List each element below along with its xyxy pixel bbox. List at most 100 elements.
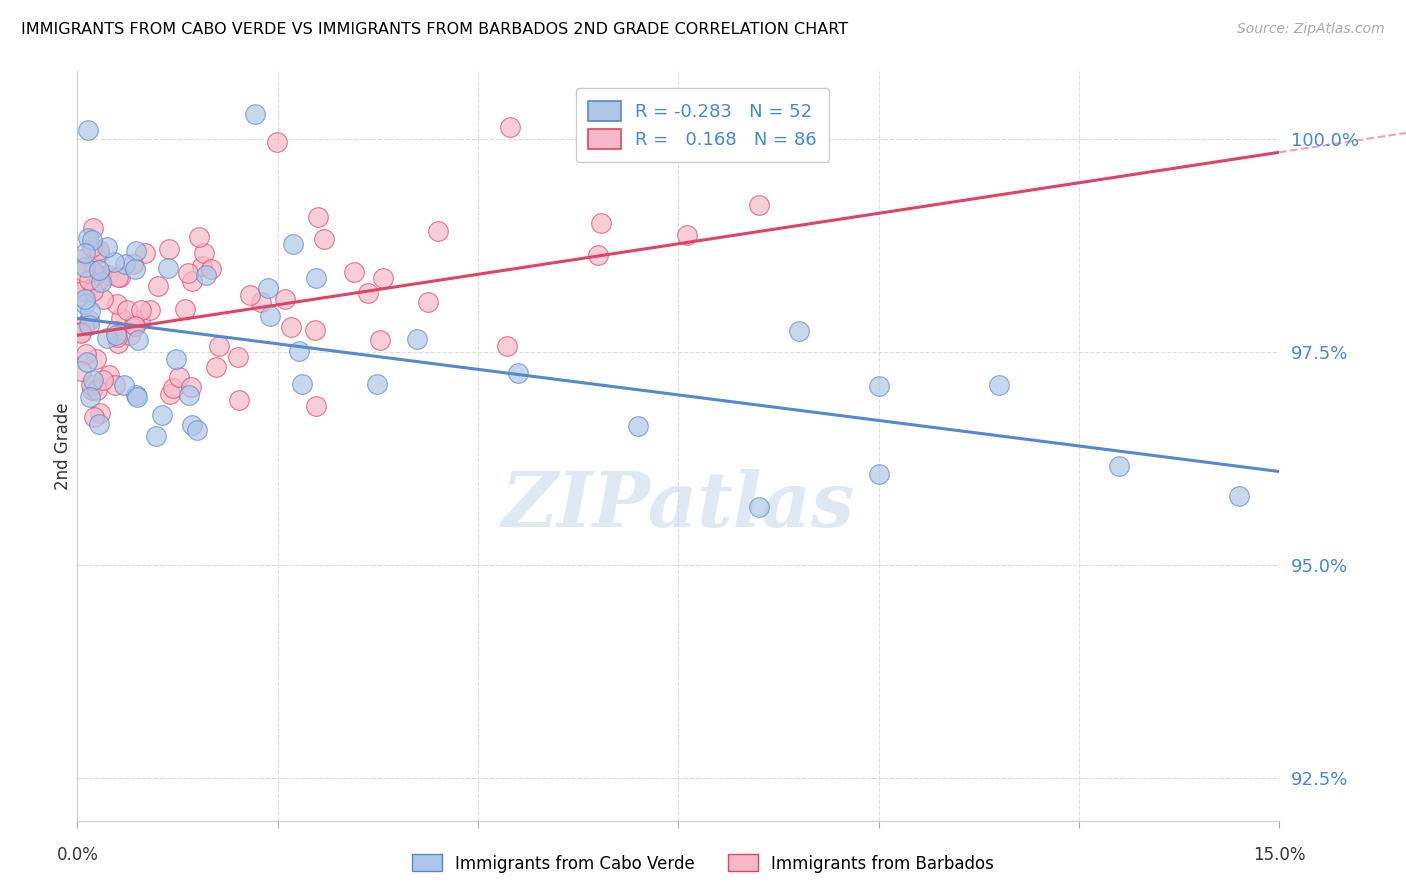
Point [589,216,612,230]
Point [226,350,249,364]
Text: Source: ZipAtlas.com: Source: ZipAtlas.com [1237,22,1385,37]
Point [675,227,697,242]
Point [75,297,97,311]
Point [79,318,101,332]
Point [280,320,302,334]
Point [868,467,890,482]
Point [104,325,127,339]
Point [191,259,214,273]
Point [105,328,128,343]
Point [307,211,329,225]
Point [405,331,427,345]
Point [84,352,107,367]
Point [620,134,643,148]
Point [80,377,103,392]
Point [84,267,107,281]
Point [124,261,146,276]
Point [70,284,93,298]
Point [70,326,93,341]
Point [87,243,110,257]
Point [145,429,167,443]
Point [1108,458,1130,473]
Point [103,255,125,269]
Point [200,261,222,276]
Point [305,399,328,413]
Point [91,373,114,387]
Point [125,387,148,401]
Point [91,293,114,307]
Point [125,244,148,259]
Point [97,368,120,383]
Point [195,268,218,282]
Point [134,245,156,260]
Point [495,339,517,353]
Point [305,270,328,285]
Point [76,355,98,369]
Text: ZIPatlas: ZIPatlas [502,469,855,543]
Point [80,240,103,254]
Point [787,324,810,338]
Point [274,292,297,306]
Point [107,336,129,351]
Point [72,264,94,278]
Point [97,268,120,282]
Point [748,500,770,514]
Point [259,310,281,324]
Point [508,366,530,380]
Point [173,302,195,317]
Point [83,409,105,424]
Point [427,224,450,238]
Point [122,317,145,331]
Point [357,286,380,301]
Point [239,288,262,302]
Point [129,303,152,318]
Point [70,252,93,266]
Point [70,364,93,378]
Point [112,378,135,392]
Point [243,107,266,121]
Point [343,265,366,279]
Point [80,233,103,247]
Point [79,303,101,318]
Point [283,237,305,252]
Point [96,331,118,345]
Point [73,284,96,298]
Point [127,390,149,404]
Point [77,231,100,245]
Point [675,143,697,157]
Point [82,373,104,387]
Point [110,311,132,326]
Point [177,388,200,402]
Point [208,338,231,352]
Point [416,294,439,309]
Point [167,370,190,384]
Point [114,257,136,271]
Point [193,246,215,260]
Point [89,272,111,286]
Point [110,269,132,284]
Text: 0.0%: 0.0% [56,847,98,864]
Point [228,393,250,408]
Point [146,278,169,293]
Point [89,262,111,277]
Point [186,423,208,437]
Point [82,221,104,235]
Text: 15.0%: 15.0% [1253,847,1306,864]
Point [75,246,97,260]
Point [266,135,288,149]
Point [122,257,145,271]
Point [588,248,610,262]
Point [73,318,96,333]
Point [117,302,139,317]
Point [107,270,129,285]
Point [77,313,100,327]
Point [75,260,97,274]
Point [257,281,280,295]
Point [748,198,770,212]
Point [204,360,226,375]
Point [250,294,273,309]
Point [120,328,142,343]
Point [70,325,93,339]
Point [77,272,100,286]
Point [89,406,111,420]
